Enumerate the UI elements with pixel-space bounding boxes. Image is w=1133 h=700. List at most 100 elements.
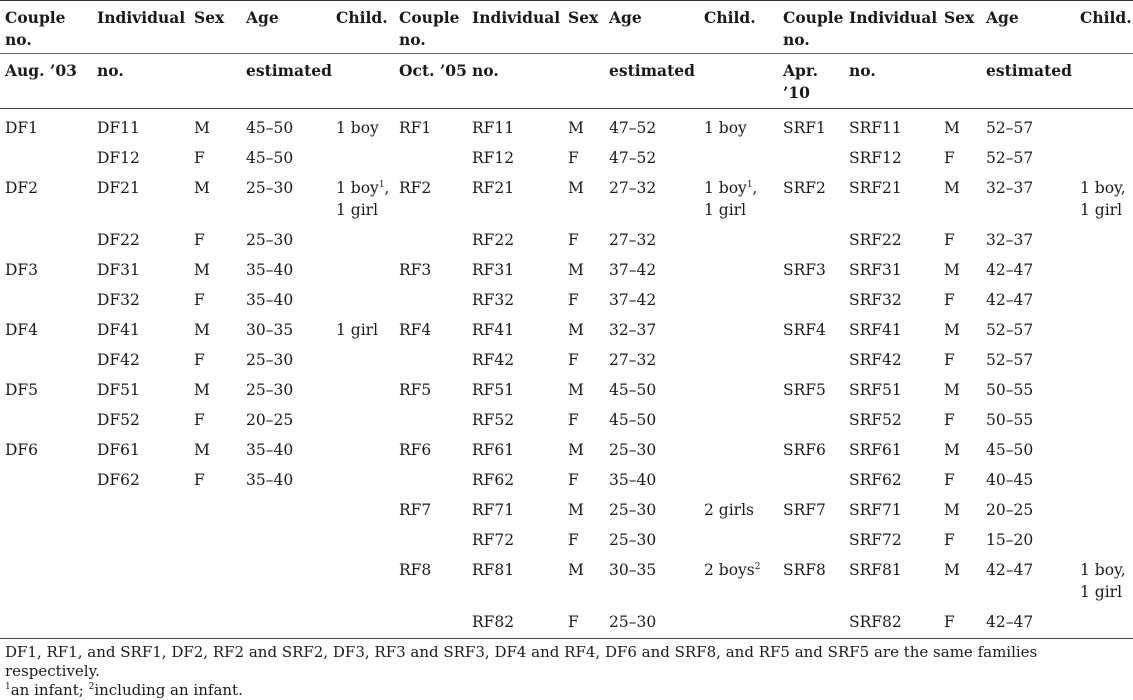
- header-cell: [1075, 54, 1133, 109]
- header-cell: Couple no.: [783, 8, 844, 49]
- cell-text: 30–35: [609, 561, 657, 579]
- cell-text: 27–32: [609, 231, 657, 249]
- table-cell: [0, 603, 92, 639]
- table-cell: SRF31: [844, 251, 939, 281]
- table-cell: F: [563, 221, 604, 251]
- cell-text: 35–40: [609, 471, 657, 489]
- cell-text: SRF12: [849, 149, 902, 167]
- table-cell: [189, 491, 241, 521]
- cell-text: 42–47: [986, 261, 1034, 279]
- table-cell: [189, 521, 241, 551]
- table-cell: [0, 491, 92, 521]
- table-cell: 25–30: [604, 491, 699, 521]
- table-cell: DF1: [0, 109, 92, 140]
- table-row: RF8 RF81 M 30–35 2 boys2 SRF8 SRF81 M 42–47 1 boy…: [0, 551, 1133, 603]
- cell-comma: ,: [384, 179, 390, 197]
- cell-text: 47–52: [609, 119, 657, 137]
- table-cell: 27–32: [604, 169, 699, 221]
- table-cell: SRF52: [844, 401, 939, 431]
- table-cell: F: [189, 281, 241, 311]
- cell-text: F: [194, 149, 205, 167]
- table-cell: [241, 521, 331, 551]
- table-cell: 52–57: [981, 109, 1075, 140]
- header-cell: [939, 54, 981, 109]
- table-cell: 1 boy, 1 girl: [1075, 551, 1133, 603]
- table-cell: M: [939, 251, 981, 281]
- table-cell: 15–20: [981, 521, 1075, 551]
- table-cell: 45–50: [981, 431, 1075, 461]
- cell-text: M: [944, 501, 960, 519]
- table-cell: DF6: [0, 431, 92, 461]
- table-cell: F: [939, 221, 981, 251]
- table-cell: [241, 603, 331, 639]
- header-cell: Individual: [849, 8, 938, 27]
- table-cell: 1 boy: [331, 109, 394, 140]
- cell-text: SRF72: [849, 531, 902, 549]
- cell-text: M: [194, 179, 210, 197]
- table-cell: 42–47: [981, 551, 1075, 603]
- table-cell: [1075, 251, 1133, 281]
- table-cell: RF71: [467, 491, 563, 521]
- table-cell: 1 boy1, 1 girl: [699, 169, 778, 221]
- header-cell: Couple no.: [5, 8, 66, 49]
- table-cell: [92, 491, 189, 521]
- table-cell: F: [939, 461, 981, 491]
- table-cell: [331, 281, 394, 311]
- cell-text: 35–40: [246, 471, 294, 489]
- cell-text: F: [194, 411, 205, 429]
- header-cell: Aug. ’03: [5, 61, 77, 80]
- cell-text: M: [944, 321, 960, 339]
- table-cell: SRF41: [844, 311, 939, 341]
- table-cell: [699, 371, 778, 401]
- table-cell: SRF11: [844, 109, 939, 140]
- table-cell: DF62: [92, 461, 189, 491]
- header-cell: Oct. ’05: [399, 61, 467, 80]
- cell-text: DF6: [5, 441, 39, 459]
- cell-text: 27–32: [609, 179, 657, 197]
- table-cell: RF61: [467, 431, 563, 461]
- cell-text: F: [568, 613, 579, 631]
- table-cell: SRF71: [844, 491, 939, 521]
- table-cell: DF61: [92, 431, 189, 461]
- table-cell: SRF2: [778, 169, 844, 221]
- cell-text: RF5: [399, 381, 432, 399]
- table-row: DF32 F 35–40 RF32 F 37–42 SRF32 F 42–47: [0, 281, 1133, 311]
- cell-text: DF3: [5, 261, 39, 279]
- header-cell: estimated: [609, 61, 695, 80]
- table-row: RF72 F 25–30 SRF72 F 15–20: [0, 521, 1133, 551]
- cell-text: 25–30: [609, 531, 657, 549]
- cell-text: M: [568, 321, 584, 339]
- cell-text: F: [944, 351, 955, 369]
- table-cell: [699, 281, 778, 311]
- cell-text: DF11: [97, 119, 140, 137]
- table-cell: DF12: [92, 139, 189, 169]
- table-cell: [0, 401, 92, 431]
- table-row: DF6 DF61 M 35–40 RF6 RF61 M 25–30 SRF6 SRF61 M 45–5…: [0, 431, 1133, 461]
- table-cell: 42–47: [981, 603, 1075, 639]
- cell-text: RF7: [399, 501, 432, 519]
- table-cell: M: [563, 311, 604, 341]
- cell-text: 32–37: [986, 231, 1034, 249]
- table-cell: RF5: [394, 371, 467, 401]
- table-cell: [92, 551, 189, 603]
- table-header: Couple no. Individual Sex Age Child. Couple n…: [0, 0, 1133, 109]
- table-cell: RF82: [467, 603, 563, 639]
- cell-text: DF1: [5, 119, 39, 137]
- table-cell: RF8: [394, 551, 467, 603]
- table-cell: [0, 341, 92, 371]
- cell-text: DF4: [5, 321, 39, 339]
- cell-text: RF51: [472, 381, 515, 399]
- cell-text: M: [568, 261, 584, 279]
- cell-text: 42–47: [986, 291, 1034, 309]
- table-cell: [394, 341, 467, 371]
- table-cell: SRF8: [778, 551, 844, 603]
- table-cell: [699, 341, 778, 371]
- table-cell: 52–57: [981, 139, 1075, 169]
- cell-text: M: [568, 501, 584, 519]
- table-cell: 50–55: [981, 401, 1075, 431]
- table-cell: DF42: [92, 341, 189, 371]
- cell-text: M: [194, 261, 210, 279]
- table-cell: M: [939, 551, 981, 603]
- table-cell: M: [189, 371, 241, 401]
- cell-text: 25–30: [609, 501, 657, 519]
